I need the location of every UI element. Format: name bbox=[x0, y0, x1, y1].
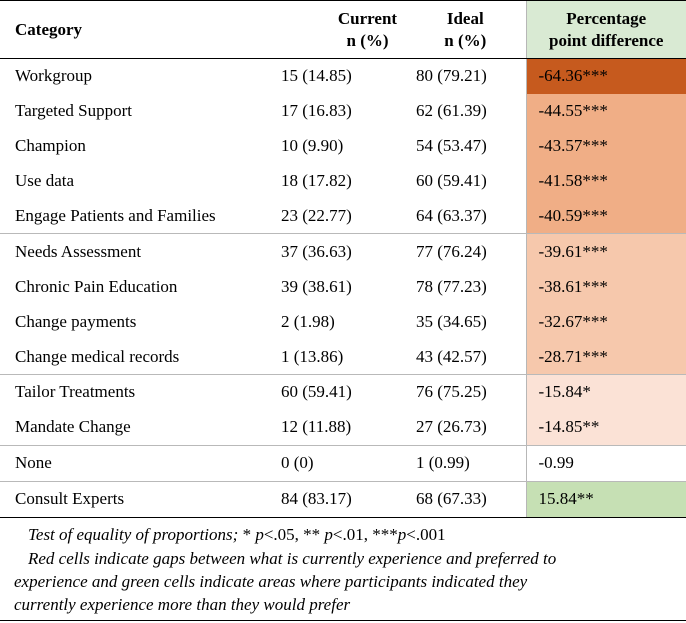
note-sig-1: * bbox=[242, 525, 256, 544]
cell-current: 39 (38.61) bbox=[281, 276, 352, 296]
cell-difference: -39.61*** bbox=[525, 233, 686, 270]
cell-ideal: 1 (0.99) bbox=[399, 445, 526, 482]
note-sig-3-val: <.001 bbox=[406, 525, 446, 544]
cell-ideal: 76 (75.25) bbox=[416, 382, 487, 402]
header-current: Current n (%) bbox=[268, 0, 399, 59]
header-percentage-point-difference: Percentage point difference bbox=[525, 0, 686, 59]
cell-category: Tailor Treatments bbox=[15, 382, 136, 402]
header-current-line2: n (%) bbox=[346, 30, 389, 50]
cell-ideal: 62 (61.39) bbox=[416, 101, 487, 121]
cell-difference: -41.58*** bbox=[525, 163, 686, 199]
cell-current: 60 (59.41) bbox=[281, 382, 352, 402]
header-pp-line1: Percentage bbox=[566, 8, 647, 28]
cell-current: 0 (0) bbox=[268, 445, 399, 482]
cell-category: Targeted Support bbox=[15, 101, 132, 121]
cell-difference: 15.84** bbox=[525, 481, 686, 518]
cell-ideal: 78 (77.23) bbox=[416, 276, 487, 296]
note-significance: Test of equality of proportions; * p<.05… bbox=[28, 523, 446, 546]
cell-current: 23 (22.77) bbox=[268, 198, 399, 235]
table-row: Tailor Treatments 60 (59.41) 76 (75.25) … bbox=[0, 374, 686, 410]
cell-current: 10 (9.90) bbox=[281, 136, 344, 156]
header-current-line1: Current bbox=[337, 8, 398, 28]
cell-current: 37 (36.63) bbox=[281, 241, 352, 261]
cell-current: 1 (13.86) bbox=[268, 339, 399, 376]
table-header-row: Category Current n (%) Ideal n (%) Perce… bbox=[0, 0, 686, 59]
note-p1: p bbox=[255, 525, 264, 544]
cell-ideal: 54 (53.47) bbox=[416, 136, 487, 156]
table-row: None 0 (0) 1 (0.99) -0.99 bbox=[0, 445, 686, 482]
cell-category: Change medical records bbox=[0, 339, 268, 376]
header-ideal-line1: Ideal bbox=[446, 8, 484, 28]
cell-category: Chronic Pain Education bbox=[15, 276, 178, 296]
cell-category: Mandate Change bbox=[0, 409, 268, 446]
note-sig-1-val: <.05, ** bbox=[263, 525, 325, 544]
cell-difference: -64.36*** bbox=[525, 58, 686, 94]
cell-current: 15 (14.85) bbox=[281, 66, 352, 86]
header-pp-line2: point difference bbox=[549, 30, 664, 50]
cell-ideal: 80 (79.21) bbox=[416, 66, 487, 86]
table-row: Use data 18 (17.82) 60 (59.41) -41.58*** bbox=[0, 163, 686, 199]
note-p3: p bbox=[397, 525, 407, 544]
table-row: Change payments 2 (1.98) 35 (34.65) -32.… bbox=[0, 304, 686, 340]
table-row: Workgroup 15 (14.85) 80 (79.21) -64.36**… bbox=[0, 58, 686, 94]
cell-current: 18 (17.82) bbox=[281, 171, 352, 191]
cell-difference: -43.57*** bbox=[525, 128, 686, 164]
table-notes: Test of equality of proportions; * p<.05… bbox=[0, 520, 686, 621]
cell-difference: -14.85** bbox=[525, 409, 686, 446]
cell-category: Champion bbox=[15, 136, 86, 156]
cell-category: Use data bbox=[15, 171, 75, 191]
results-table: Category Current n (%) Ideal n (%) Perce… bbox=[0, 0, 686, 518]
cell-category: Change payments bbox=[15, 311, 137, 331]
cell-ideal: 77 (76.24) bbox=[416, 241, 487, 261]
header-ideal: Ideal n (%) bbox=[399, 0, 526, 59]
cell-difference: -15.84* bbox=[525, 374, 686, 410]
cell-difference: -40.59*** bbox=[525, 198, 686, 235]
cell-current: 12 (11.88) bbox=[268, 409, 399, 446]
cell-category: None bbox=[0, 445, 268, 482]
note-color-legend-line-1: Red cells indicate gaps between what is … bbox=[28, 549, 557, 568]
cell-difference: -32.67*** bbox=[525, 304, 686, 340]
cell-category: Workgroup bbox=[15, 66, 93, 86]
table-row: Needs Assessment 37 (36.63) 77 (76.24) -… bbox=[0, 233, 686, 270]
note-p2: p bbox=[324, 525, 333, 544]
header-ideal-line2: n (%) bbox=[444, 30, 487, 50]
cell-category: Needs Assessment bbox=[15, 241, 142, 261]
table-row: Champion 10 (9.90) 54 (53.47) -43.57*** bbox=[0, 128, 686, 164]
cell-ideal: 64 (63.37) bbox=[399, 198, 526, 235]
table-row: Mandate Change 12 (11.88) 27 (26.73) -14… bbox=[0, 409, 686, 446]
note-test-label: Test of equality of proportions; bbox=[28, 525, 239, 544]
table-row: Engage Patients and Families 23 (22.77) … bbox=[0, 198, 686, 235]
cell-ideal: 60 (59.41) bbox=[416, 171, 487, 191]
cell-ideal: 43 (42.57) bbox=[399, 339, 526, 376]
note-sig-2-val: <.01, *** bbox=[332, 525, 398, 544]
cell-current: 84 (83.17) bbox=[268, 481, 399, 518]
cell-difference: -0.99 bbox=[525, 445, 686, 482]
table-row: Consult Experts 84 (83.17) 68 (67.33) 15… bbox=[0, 481, 686, 518]
cell-difference: -28.71*** bbox=[525, 339, 686, 376]
note-color-legend-line-3: currently experience more than they woul… bbox=[14, 595, 351, 614]
table-row: Change medical records 1 (13.86) 43 (42.… bbox=[0, 339, 686, 376]
cell-current: 17 (16.83) bbox=[281, 101, 352, 121]
cell-ideal: 68 (67.33) bbox=[399, 481, 526, 518]
cell-ideal: 35 (34.65) bbox=[416, 311, 487, 331]
table-row: Targeted Support 17 (16.83) 62 (61.39) -… bbox=[0, 93, 686, 129]
cell-category: Engage Patients and Families bbox=[0, 198, 268, 235]
note-color-legend-line-2: experience and green cells indicate area… bbox=[14, 572, 528, 591]
cell-ideal: 27 (26.73) bbox=[399, 409, 526, 446]
cell-difference: -38.61*** bbox=[525, 269, 686, 305]
header-category: Category bbox=[0, 0, 268, 59]
cell-current: 2 (1.98) bbox=[281, 311, 335, 331]
table-row: Chronic Pain Education 39 (38.61) 78 (77… bbox=[0, 269, 686, 305]
cell-difference: -44.55*** bbox=[525, 93, 686, 129]
cell-category: Consult Experts bbox=[0, 481, 268, 518]
